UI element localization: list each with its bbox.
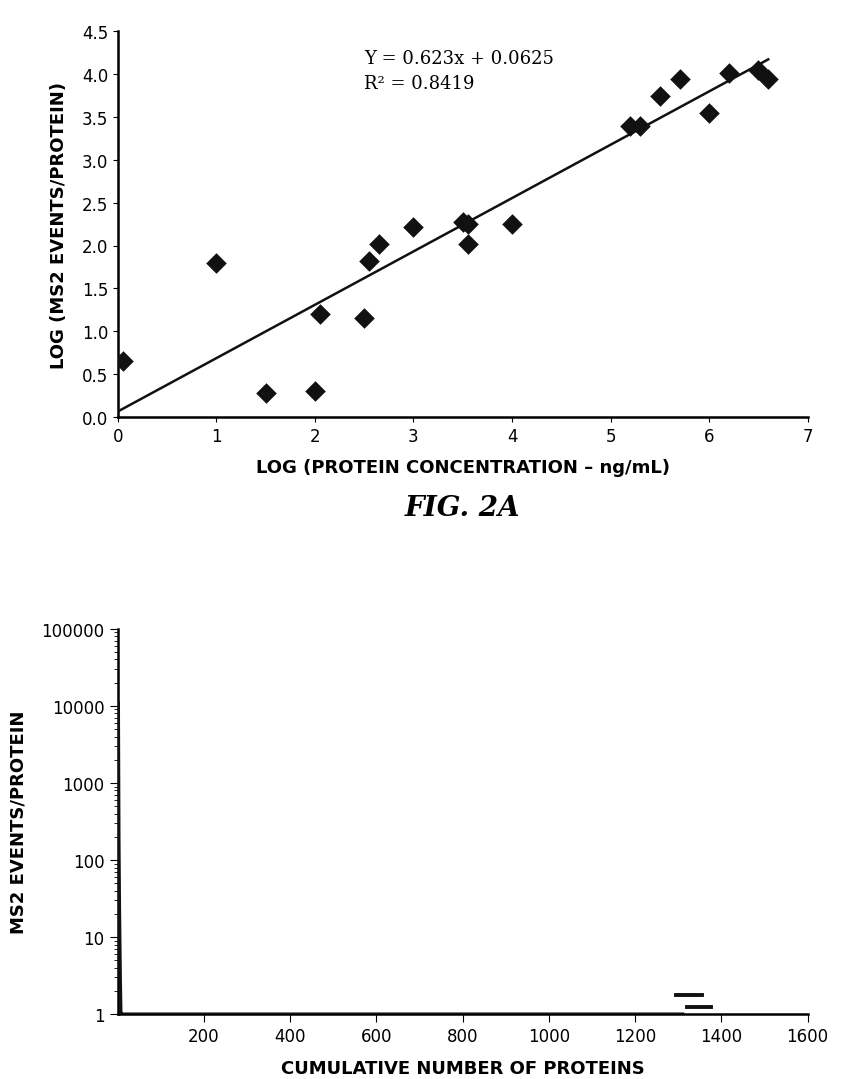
Y-axis label: MS2 EVENTS/PROTEIN: MS2 EVENTS/PROTEIN	[9, 710, 28, 933]
Point	[456, 214, 469, 231]
Point	[116, 353, 130, 370]
Point	[702, 105, 716, 122]
Point	[461, 236, 474, 254]
Point	[505, 216, 519, 233]
Point	[722, 65, 735, 82]
Point	[653, 87, 666, 105]
Point	[623, 118, 637, 135]
Point	[362, 254, 376, 271]
Y-axis label: LOG (MS2 EVENTS/PROTEIN): LOG (MS2 EVENTS/PROTEIN)	[50, 82, 68, 368]
Point	[308, 383, 321, 400]
Point	[461, 216, 474, 233]
Text: R² = 0.8419: R² = 0.8419	[364, 76, 474, 93]
Text: FIG. 2A: FIG. 2A	[405, 494, 521, 521]
X-axis label: CUMULATIVE NUMBER OF PROTEINS: CUMULATIVE NUMBER OF PROTEINS	[281, 1060, 644, 1077]
Point	[673, 71, 686, 88]
Point	[259, 385, 272, 402]
Point	[633, 118, 647, 135]
Point	[406, 219, 420, 236]
Point	[357, 311, 371, 328]
X-axis label: LOG (PROTEIN CONCENTRATION – ng/mL): LOG (PROTEIN CONCENTRATION – ng/mL)	[256, 459, 669, 477]
Point	[313, 306, 326, 324]
Point	[209, 255, 223, 272]
Point	[751, 63, 764, 80]
Text: Y = 0.623x + 0.0625: Y = 0.623x + 0.0625	[364, 50, 554, 68]
Point	[761, 71, 775, 88]
Point	[372, 236, 385, 254]
